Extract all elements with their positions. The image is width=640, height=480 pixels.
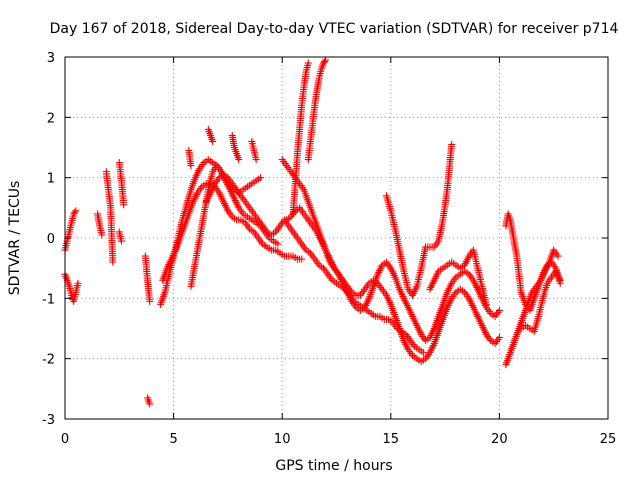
- x-tick-label: 15: [383, 432, 400, 447]
- series-track-f: [115, 228, 125, 245]
- series-track-t: [517, 267, 564, 336]
- series-track-v: [204, 125, 217, 145]
- y-tick-label: -2: [42, 353, 55, 368]
- plot-frame: [64, 56, 609, 420]
- series-track-j: [159, 180, 306, 284]
- series-track-s: [502, 246, 562, 369]
- series-track-y: [185, 147, 195, 170]
- data-point: [419, 349, 427, 357]
- series-track-p: [382, 140, 456, 299]
- data-point: [256, 174, 264, 182]
- data-point: [554, 252, 562, 260]
- y-tick-label: -1: [42, 292, 55, 307]
- x-tick-label: 0: [61, 432, 69, 447]
- series-track-h: [141, 252, 154, 305]
- x-axis-label: GPS time / hours: [275, 458, 392, 474]
- series-track-o: [304, 56, 330, 164]
- data-point: [495, 306, 503, 314]
- data-point: [146, 400, 154, 408]
- y-tick-label: 1: [47, 172, 55, 187]
- x-tick-label: 20: [491, 432, 508, 447]
- data-point: [146, 297, 154, 305]
- data-points: [61, 56, 564, 408]
- series-track-c: [94, 210, 106, 239]
- data-point: [321, 58, 329, 66]
- y-tick-label: 3: [47, 51, 55, 66]
- data-point: [298, 255, 306, 263]
- data-point: [117, 237, 125, 245]
- data-point: [187, 162, 195, 170]
- x-tick-label: 10: [274, 432, 291, 447]
- series-track-q: [426, 246, 490, 308]
- data-point: [448, 140, 456, 148]
- series-track-u: [187, 162, 282, 290]
- series-track-g: [144, 394, 154, 408]
- data-point: [495, 334, 503, 342]
- data-point: [74, 279, 82, 287]
- series-track-a: [61, 207, 80, 254]
- y-tick-label: -3: [42, 413, 55, 428]
- data-point: [322, 56, 330, 64]
- data-point: [482, 300, 490, 308]
- series-track-n: [289, 59, 312, 218]
- x-tick-label: 5: [169, 432, 177, 447]
- y-axis-label: SDTVAR / TECUs: [7, 181, 23, 296]
- grid-lines: [65, 57, 608, 419]
- series-track-e: [115, 159, 128, 209]
- axis-ticks: 0 5 10 15 20 25 -3 -2 -1 0 1 2 3: [42, 51, 616, 447]
- data-point: [209, 137, 217, 145]
- y-tick-label: 2: [47, 111, 55, 126]
- chart-title: Day 167 of 2018, Sidereal Day-to-day VTE…: [50, 21, 619, 37]
- x-tick-label: 25: [600, 432, 617, 447]
- data-point: [120, 201, 128, 209]
- data-point: [109, 258, 117, 266]
- series-track-x: [248, 137, 260, 164]
- data-point: [72, 207, 80, 215]
- data-point: [235, 156, 243, 164]
- y-tick-label: 0: [47, 232, 55, 247]
- series-track-w: [228, 131, 243, 164]
- data-point: [252, 156, 260, 164]
- data-point: [98, 231, 106, 239]
- data-point: [304, 59, 312, 67]
- data-point: [71, 208, 79, 216]
- data-point: [274, 240, 282, 248]
- data-point: [556, 276, 564, 284]
- series-track-d: [102, 168, 117, 266]
